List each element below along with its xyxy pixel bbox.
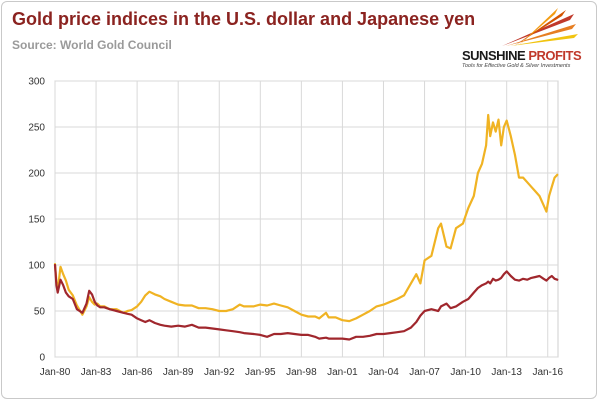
x-tick-label: Jan-98 bbox=[286, 367, 317, 378]
x-tick-label: Jan-80 bbox=[40, 367, 71, 378]
x-tick-label: Jan-83 bbox=[81, 367, 112, 378]
logo-tagline: Tools for Effective Gold & Silver Invest… bbox=[462, 63, 571, 69]
x-tick-label: Jan-92 bbox=[204, 367, 235, 378]
x-tick-label: Jan-07 bbox=[409, 367, 440, 378]
y-tick-label: 200 bbox=[28, 169, 45, 180]
x-tick-label: Jan-13 bbox=[491, 367, 522, 378]
x-tick-label: Jan-86 bbox=[122, 367, 153, 378]
x-tick-label: Jan-95 bbox=[245, 367, 276, 378]
logo-name: SUNSHINE PROFITS bbox=[462, 48, 582, 63]
x-tick-label: Jan-16 bbox=[532, 367, 563, 378]
y-tick-label: 300 bbox=[28, 77, 45, 88]
y-tick-label: 50 bbox=[34, 307, 46, 318]
sun-rays-icon bbox=[502, 8, 578, 46]
x-tick-label: Jan-89 bbox=[163, 367, 194, 378]
chart-title: Gold price indices in the U.S. dollar an… bbox=[12, 9, 476, 29]
x-tick-label: Jan-01 bbox=[327, 367, 358, 378]
y-tick-label: 250 bbox=[28, 123, 45, 134]
y-tick-label: 150 bbox=[28, 215, 45, 226]
sunshine-profits-logo[interactable]: SUNSHINE PROFITS Tools for Effective Gol… bbox=[462, 6, 590, 70]
series-line-usd bbox=[53, 113, 559, 323]
x-tick-label: Jan-04 bbox=[368, 367, 399, 378]
series-line-jpy bbox=[53, 263, 559, 341]
x-tick-label: Jan-10 bbox=[450, 367, 481, 378]
y-tick-label: 0 bbox=[39, 353, 45, 364]
chart-source: Source: World Gold Council bbox=[12, 38, 172, 52]
y-tick-label: 100 bbox=[28, 261, 45, 272]
